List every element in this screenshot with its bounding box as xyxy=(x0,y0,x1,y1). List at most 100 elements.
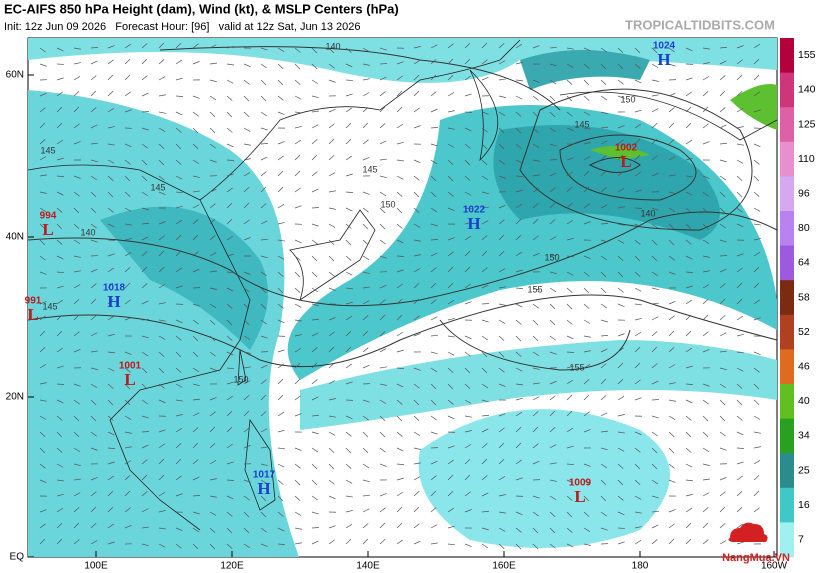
barb xyxy=(90,239,98,243)
barb xyxy=(209,319,216,326)
barb xyxy=(260,156,268,161)
barb xyxy=(447,415,455,420)
barb xyxy=(277,222,285,225)
barb xyxy=(600,111,608,115)
barb xyxy=(651,479,659,485)
barb xyxy=(430,316,438,321)
barb xyxy=(73,90,80,97)
barb xyxy=(311,223,319,227)
barb xyxy=(56,175,64,178)
barb xyxy=(447,58,454,65)
barb xyxy=(209,287,217,290)
barb xyxy=(651,138,658,145)
barb xyxy=(158,335,166,340)
barb xyxy=(311,347,318,353)
barb xyxy=(277,479,284,485)
barb xyxy=(141,351,149,357)
barb xyxy=(345,415,353,420)
barb xyxy=(226,410,233,417)
barb xyxy=(515,527,522,533)
barb xyxy=(600,63,607,70)
barb xyxy=(600,319,608,323)
barb xyxy=(345,107,352,113)
barb xyxy=(396,539,403,545)
barb xyxy=(396,223,403,229)
lon-label: 180 xyxy=(632,561,649,572)
barb xyxy=(158,527,166,530)
barb xyxy=(294,542,302,545)
barb xyxy=(702,331,709,337)
barb xyxy=(260,495,267,502)
lon-label: 100E xyxy=(84,561,108,572)
barb xyxy=(192,383,200,387)
barb xyxy=(226,235,234,241)
barb xyxy=(549,527,556,534)
barb xyxy=(396,463,404,466)
barb xyxy=(617,63,624,70)
barb xyxy=(634,331,642,337)
barb xyxy=(634,255,641,262)
barb xyxy=(158,319,166,322)
barb xyxy=(192,476,200,481)
barb xyxy=(294,139,302,145)
barb xyxy=(447,266,454,273)
barb xyxy=(226,461,234,465)
barb xyxy=(260,203,267,209)
barb xyxy=(396,491,404,497)
barb xyxy=(481,206,489,209)
barb xyxy=(226,367,234,370)
barb xyxy=(430,239,439,241)
barb xyxy=(464,415,472,418)
colorbar-label: 46 xyxy=(798,360,810,372)
watermark: NangMua.VN xyxy=(722,552,790,564)
barb xyxy=(566,157,574,161)
barb xyxy=(192,61,200,65)
barb xyxy=(396,522,403,529)
barb xyxy=(396,61,404,65)
colorbar-segment xyxy=(780,349,794,385)
barb xyxy=(107,541,115,545)
barb xyxy=(498,335,505,342)
barb xyxy=(464,543,472,547)
barb xyxy=(226,202,233,209)
barb xyxy=(277,411,285,417)
barb xyxy=(107,399,114,406)
colorbar: 155 140 125 110 96 80 64 58 52 46 40 34 25 16 7 xyxy=(780,38,816,558)
barb xyxy=(600,255,607,261)
barb xyxy=(549,111,556,118)
barb xyxy=(73,463,81,467)
barb xyxy=(90,399,97,406)
barb xyxy=(243,127,251,132)
barb xyxy=(583,429,591,433)
barb xyxy=(277,170,284,177)
barb xyxy=(328,207,336,210)
barb xyxy=(549,254,557,257)
barb xyxy=(447,351,455,356)
barb xyxy=(226,63,234,66)
barb xyxy=(668,301,676,305)
barb xyxy=(736,90,743,97)
barb xyxy=(141,318,149,321)
colorbar-label: 140 xyxy=(798,84,816,96)
barb xyxy=(56,207,63,213)
barb xyxy=(294,79,301,85)
barb xyxy=(124,317,132,321)
barb xyxy=(192,175,200,178)
barb xyxy=(260,511,267,518)
barb xyxy=(175,475,182,481)
barb xyxy=(175,458,182,465)
barb xyxy=(651,495,659,499)
barb xyxy=(107,74,114,81)
barb xyxy=(753,43,761,49)
barb xyxy=(328,331,335,337)
barb xyxy=(226,426,233,433)
barb xyxy=(192,351,199,358)
barb xyxy=(634,479,641,485)
barb xyxy=(260,238,268,241)
barb xyxy=(413,46,421,49)
barb xyxy=(430,367,438,373)
barb xyxy=(549,319,556,326)
barb xyxy=(209,478,217,481)
barb xyxy=(685,191,693,196)
barb xyxy=(634,362,641,369)
